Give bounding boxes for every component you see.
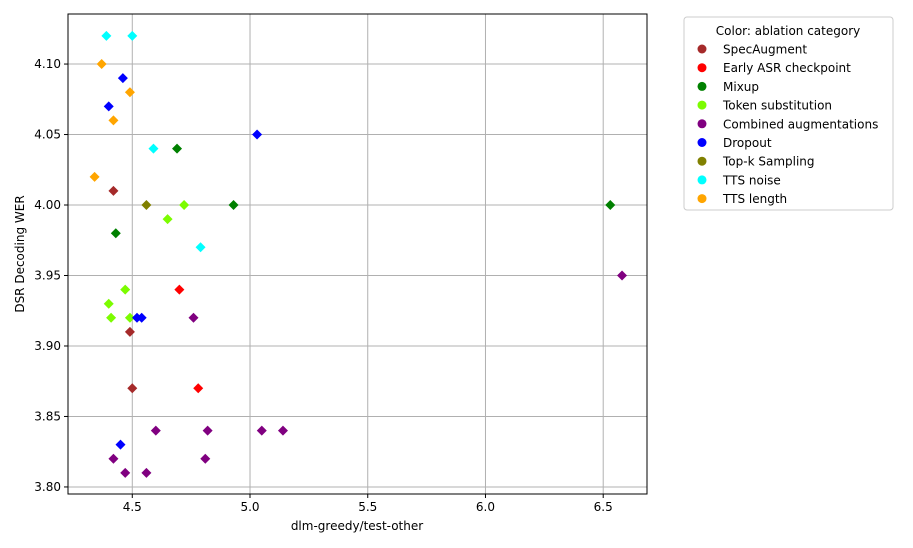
data-points: [89, 30, 628, 478]
data-point-tts-noise: [101, 30, 112, 41]
data-point-token-substitution: [106, 312, 117, 323]
data-point-combined-augmentations: [141, 467, 152, 478]
legend-label: TTS length: [722, 192, 787, 206]
data-point-tts-length: [124, 87, 135, 98]
data-point-tts-length: [89, 171, 100, 182]
y-tick-label: 4.00: [34, 198, 61, 212]
legend-label: TTS noise: [722, 173, 781, 187]
legend-label: Dropout: [723, 136, 772, 150]
legend-marker: [697, 138, 707, 147]
x-tick-label: 4.5: [123, 500, 142, 514]
data-point-combined-augmentations: [617, 270, 628, 281]
data-point-combined-augmentations: [277, 425, 288, 436]
data-point-specaugment: [124, 326, 135, 337]
data-point-token-substitution: [124, 312, 135, 323]
data-point-mixup: [172, 143, 183, 154]
legend-label: Mixup: [723, 80, 759, 94]
data-point-tts-length: [96, 59, 107, 70]
y-tick-label: 4.05: [34, 128, 61, 142]
x-tick-label: 6.0: [476, 500, 495, 514]
data-point-tts-noise: [148, 143, 159, 154]
legend-marker: [697, 119, 707, 129]
legend-marker: [697, 194, 707, 204]
data-point-specaugment: [127, 383, 138, 394]
y-tick-label: 3.80: [34, 480, 61, 494]
data-point-early-asr-checkpoint: [193, 383, 204, 394]
legend-box: [683, 16, 894, 211]
axis-ticks: 4.5 5.0 5.5 6.0 6.5 3.80 3.85 3.90 3.95 4.00 4.05 4…: [34, 57, 612, 514]
plot-frame: [67, 13, 648, 495]
data-point-dropout: [117, 73, 128, 84]
data-point-token-substitution: [179, 200, 190, 211]
legend-marker: [697, 44, 707, 54]
data-point-token-substitution: [103, 298, 114, 309]
data-point-combined-augmentations: [188, 312, 199, 323]
x-tick-label: 6.5: [594, 500, 613, 514]
legend-marker: [697, 81, 707, 91]
x-tick-label: 5.0: [240, 500, 259, 514]
data-point-top-k-sampling: [141, 200, 152, 211]
y-tick-label: 3.95: [34, 268, 61, 282]
data-point-dropout: [115, 439, 126, 450]
data-point-dropout: [103, 101, 114, 112]
legend-label: Token substitution: [722, 99, 832, 113]
y-axis-label: DSR Decoding WER: [13, 195, 27, 312]
data-point-tts-noise: [195, 242, 206, 253]
legend-label: Top-k Sampling: [722, 155, 815, 169]
legend-marker: [697, 156, 707, 166]
data-point-combined-augmentations: [120, 467, 131, 478]
legend-marker: [697, 63, 707, 73]
data-point-tts-length: [108, 115, 119, 126]
x-axis-label: dlm-greedy/test-other: [291, 519, 423, 533]
legend-marker: [697, 100, 707, 110]
data-point-dropout: [252, 129, 263, 140]
legend-marker: [697, 175, 707, 185]
data-point-early-asr-checkpoint: [174, 284, 185, 295]
legend: Color: ablation category SpecAugment Earl…: [683, 16, 894, 211]
legend-label: SpecAugment: [723, 43, 807, 57]
y-tick-label: 4.10: [34, 57, 61, 71]
legend-label: Early ASR checkpoint: [723, 61, 851, 75]
data-point-specaugment: [108, 185, 119, 196]
data-point-dropout: [136, 312, 147, 323]
data-point-tts-noise: [127, 30, 138, 41]
data-point-mixup: [605, 200, 616, 211]
data-point-combined-augmentations: [202, 425, 213, 436]
data-point-combined-augmentations: [108, 453, 119, 464]
data-point-mixup: [110, 228, 121, 239]
y-tick-label: 3.85: [34, 409, 61, 423]
data-point-mixup: [228, 200, 239, 211]
grid: [68, 14, 647, 494]
x-tick-label: 5.5: [358, 500, 377, 514]
data-point-combined-augmentations: [150, 425, 161, 436]
y-tick-label: 3.90: [34, 339, 61, 353]
legend-label: Combined augmentations: [723, 117, 878, 131]
legend-title: Color: ablation category: [716, 24, 860, 38]
data-point-token-substitution: [162, 214, 173, 225]
data-point-combined-augmentations: [256, 425, 267, 436]
data-point-combined-augmentations: [200, 453, 211, 464]
data-point-token-substitution: [120, 284, 131, 295]
